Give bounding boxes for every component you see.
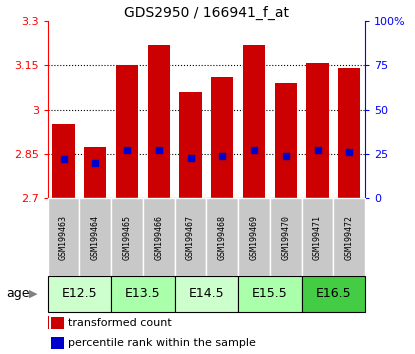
Text: E13.5: E13.5 bbox=[125, 287, 161, 300]
Bar bbox=[175, 198, 207, 276]
Bar bbox=[111, 276, 175, 312]
Bar bbox=[148, 45, 170, 198]
Text: ▶: ▶ bbox=[29, 289, 37, 299]
Bar bbox=[243, 45, 265, 198]
Title: GDS2950 / 166941_f_at: GDS2950 / 166941_f_at bbox=[124, 6, 289, 20]
Bar bbox=[333, 198, 365, 276]
Text: E12.5: E12.5 bbox=[62, 287, 97, 300]
Text: GSM199471: GSM199471 bbox=[313, 215, 322, 260]
Bar bbox=[306, 63, 329, 198]
Text: GSM199472: GSM199472 bbox=[345, 215, 354, 260]
Bar bbox=[275, 83, 297, 198]
Bar bbox=[48, 276, 111, 312]
Text: GSM199470: GSM199470 bbox=[281, 215, 290, 260]
Bar bbox=[179, 92, 202, 198]
Text: GSM199464: GSM199464 bbox=[91, 215, 100, 260]
Bar bbox=[211, 77, 234, 198]
Bar bbox=[84, 147, 107, 198]
Text: GSM199467: GSM199467 bbox=[186, 215, 195, 260]
Bar bbox=[238, 276, 302, 312]
Bar bbox=[302, 198, 334, 276]
Bar bbox=[52, 125, 75, 198]
Bar bbox=[48, 316, 49, 329]
Bar bbox=[48, 198, 80, 276]
Bar bbox=[51, 318, 63, 329]
Bar bbox=[143, 198, 175, 276]
Text: E14.5: E14.5 bbox=[189, 287, 224, 300]
Text: E16.5: E16.5 bbox=[316, 287, 351, 300]
Text: GSM199469: GSM199469 bbox=[249, 215, 259, 260]
Bar bbox=[270, 198, 302, 276]
Bar bbox=[80, 198, 111, 276]
Text: GSM199468: GSM199468 bbox=[218, 215, 227, 260]
Text: transformed count: transformed count bbox=[68, 318, 172, 329]
Bar bbox=[175, 276, 238, 312]
Text: GSM199463: GSM199463 bbox=[59, 215, 68, 260]
Text: age: age bbox=[6, 287, 30, 300]
Bar bbox=[207, 198, 238, 276]
Text: GSM199465: GSM199465 bbox=[122, 215, 132, 260]
Text: GSM199466: GSM199466 bbox=[154, 215, 164, 260]
Bar bbox=[51, 337, 63, 349]
Bar bbox=[238, 198, 270, 276]
Text: percentile rank within the sample: percentile rank within the sample bbox=[68, 338, 256, 348]
Bar bbox=[116, 65, 138, 198]
Text: E15.5: E15.5 bbox=[252, 287, 288, 300]
Bar bbox=[338, 68, 361, 198]
Bar bbox=[111, 198, 143, 276]
Bar bbox=[302, 276, 365, 312]
